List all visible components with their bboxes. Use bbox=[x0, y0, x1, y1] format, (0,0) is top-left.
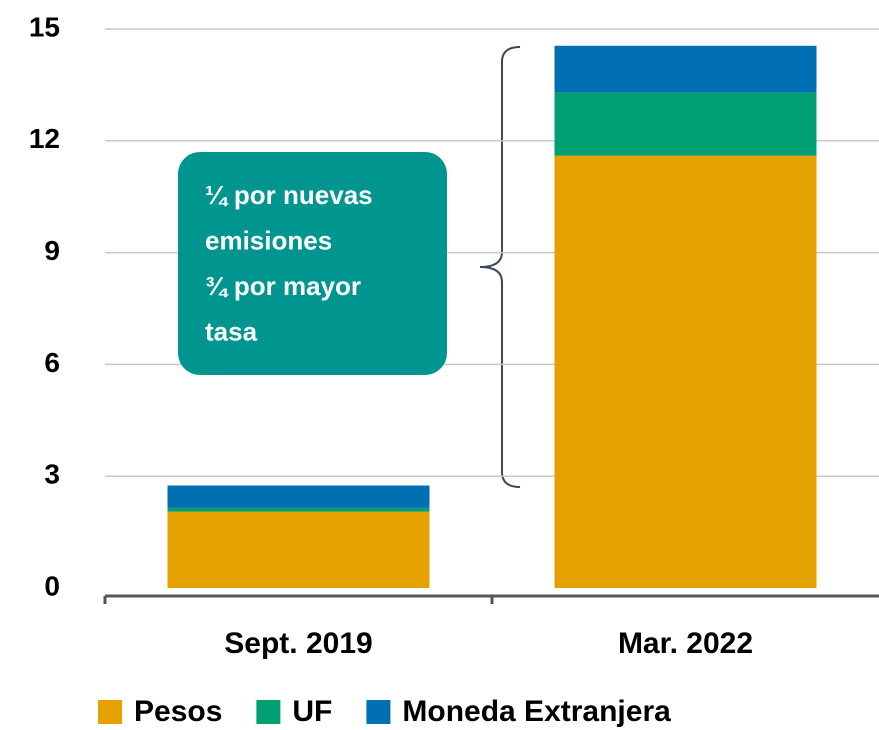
bar-segment bbox=[554, 92, 817, 156]
annotation-text: ¾ por mayor bbox=[205, 271, 361, 301]
bar-segment bbox=[167, 511, 430, 588]
x-tick-label: Sept. 2019 bbox=[224, 627, 372, 660]
y-tick-label: 3 bbox=[44, 459, 60, 490]
bar-segment bbox=[167, 485, 430, 508]
y-tick-label: 15 bbox=[29, 11, 60, 42]
annotation-text: tasa bbox=[205, 316, 258, 346]
y-tick-label: 6 bbox=[44, 347, 60, 378]
legend-swatch bbox=[366, 700, 391, 724]
y-tick-label: 12 bbox=[29, 123, 60, 154]
brace bbox=[479, 46, 521, 488]
bar-segment bbox=[167, 507, 430, 512]
y-tick-label: 9 bbox=[44, 235, 60, 266]
legend-swatch bbox=[98, 700, 122, 724]
x-tick-label: Mar. 2022 bbox=[618, 627, 753, 660]
bar-segment bbox=[554, 45, 817, 93]
annotation-text: ¼ por nuevas bbox=[205, 180, 373, 210]
legend-label: Pesos bbox=[134, 695, 222, 728]
legend-swatch bbox=[256, 700, 281, 724]
y-tick-label: 0 bbox=[44, 570, 60, 601]
bar-segment bbox=[554, 155, 817, 588]
annotation-box bbox=[178, 152, 447, 375]
legend-label: UF bbox=[292, 695, 332, 728]
annotation-text: emisiones bbox=[205, 225, 332, 255]
legend-label: Moneda Extranjera bbox=[402, 695, 671, 728]
